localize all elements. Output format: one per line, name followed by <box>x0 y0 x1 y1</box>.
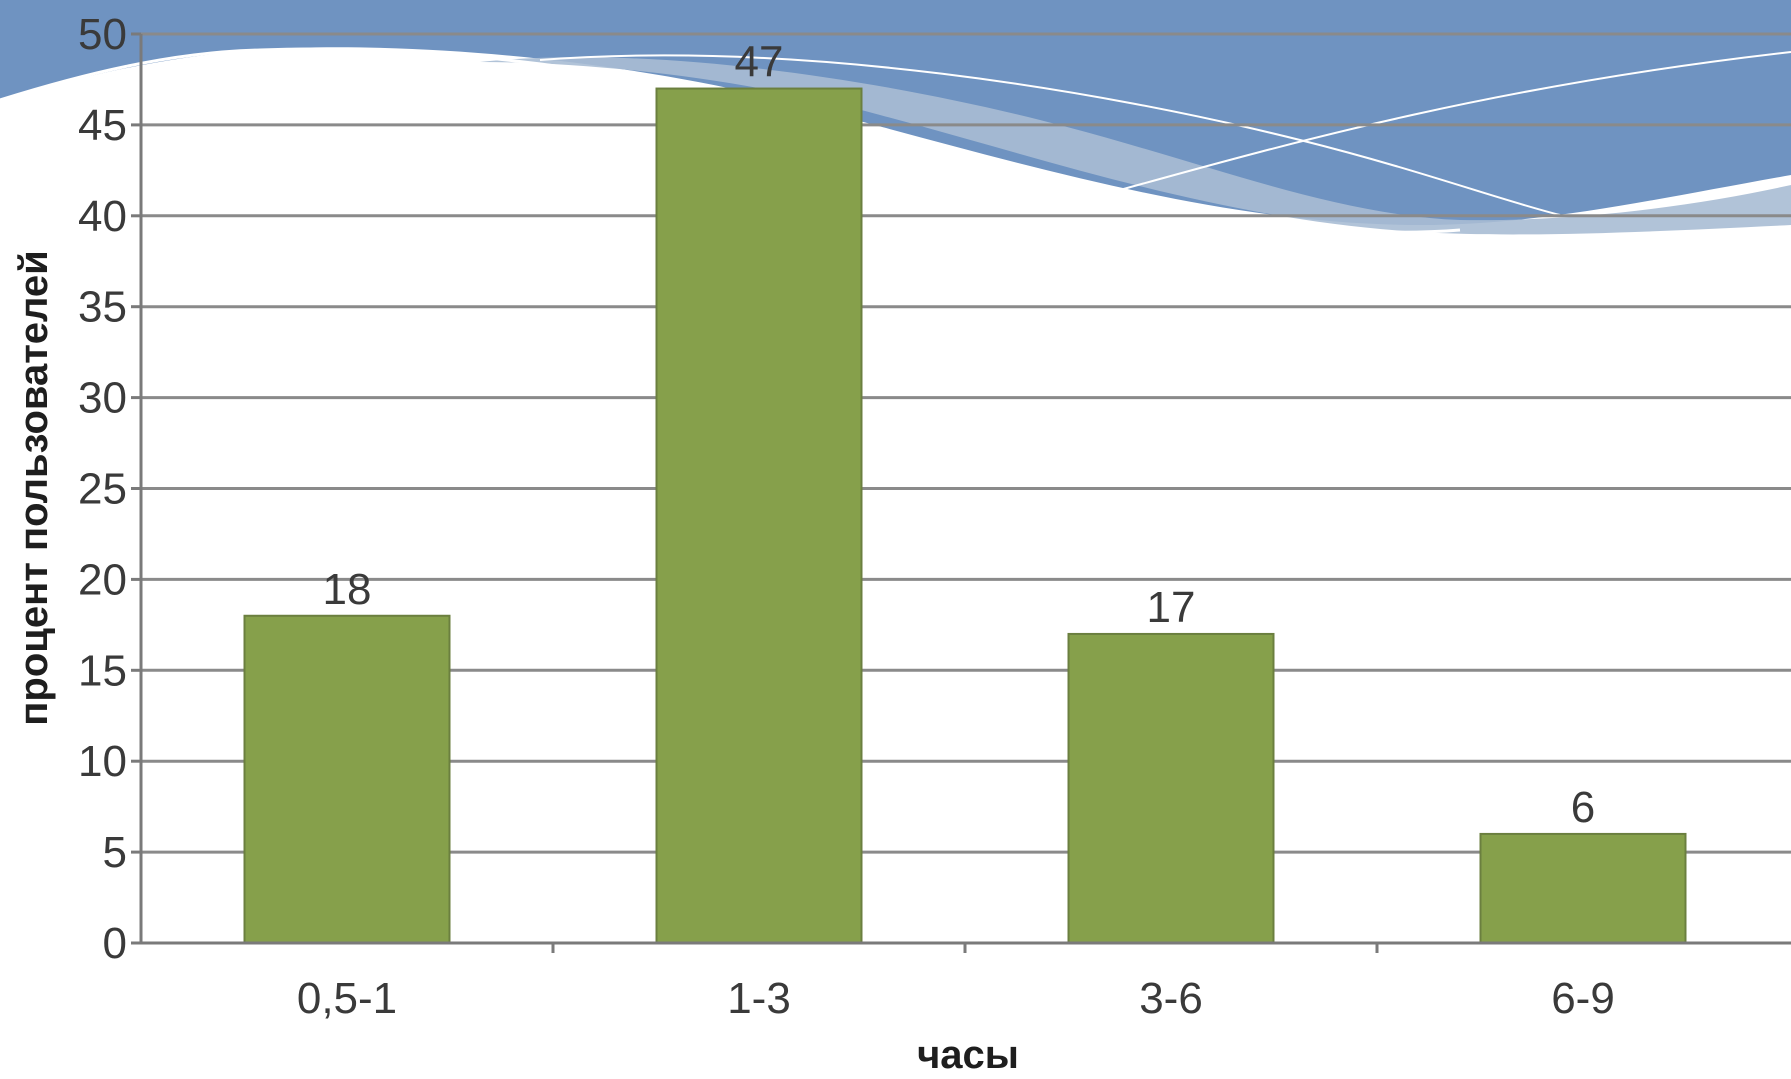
data-label: 6 <box>1571 783 1595 832</box>
x-tick-label: 6-9 <box>1551 974 1615 1023</box>
data-label: 47 <box>735 38 784 87</box>
y-tick-label: 0 <box>103 919 127 968</box>
y-tick-label: 15 <box>78 646 127 695</box>
y-tick-label: 20 <box>78 555 127 604</box>
y-tick-label: 50 <box>78 10 127 59</box>
y-tick-label: 40 <box>78 192 127 241</box>
bar <box>1067 632 1275 944</box>
bar <box>655 87 863 945</box>
data-label: 18 <box>323 565 372 614</box>
bar <box>243 614 451 944</box>
x-tick-label: 1-3 <box>727 974 791 1023</box>
bar <box>1479 832 1687 944</box>
y-tick-label: 45 <box>78 101 127 150</box>
background-wave-line-2 <box>1119 51 1791 191</box>
y-tick-label: 35 <box>78 283 127 332</box>
labels: 0 5 10 15 20 25 30 35 40 45 50 0,5-1 18 1-3 47 3-6 17 6-9… <box>78 10 1615 1023</box>
y-tick-label: 10 <box>78 737 127 786</box>
y-tick-label: 25 <box>78 465 127 514</box>
x-axis-title: часы <box>917 1033 1019 1074</box>
y-axis-title: процент пользователей <box>12 250 56 726</box>
y-tick-label: 5 <box>103 828 127 877</box>
x-tick-label: 0,5-1 <box>297 974 397 1023</box>
y-tick-label: 30 <box>78 374 127 423</box>
data-label: 17 <box>1147 583 1196 632</box>
background-wave-line-1 <box>539 54 1561 216</box>
axes <box>131 32 1791 953</box>
x-tick-label: 3-6 <box>1139 974 1203 1023</box>
